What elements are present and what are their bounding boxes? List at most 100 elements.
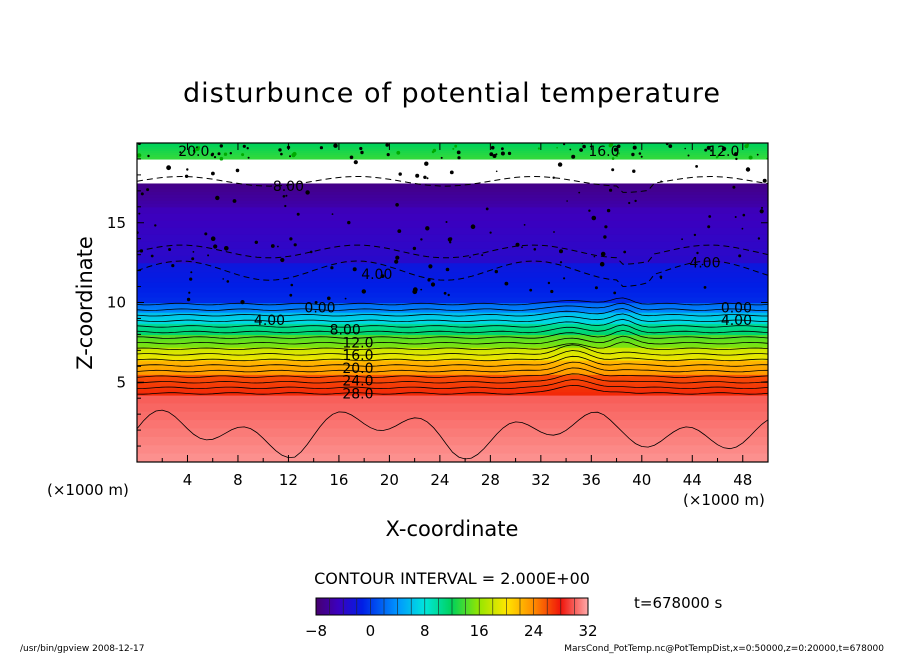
noise-speck: [333, 143, 338, 148]
noise-speck: [189, 277, 193, 281]
x-axis-ticks: 4 8 12 16 20 24 28 32 36 40 44 48: [161, 143, 752, 489]
noise-speck: [559, 249, 563, 254]
contour-band: [137, 203, 768, 208]
contour-band: [137, 213, 768, 222]
contour-band: [137, 436, 768, 446]
noise-speck: [457, 156, 461, 160]
contour-line-dashed: [137, 260, 768, 288]
contour-band: [137, 356, 768, 359]
noise-speck: [194, 150, 197, 152]
colorbar-tick-label: 32: [578, 622, 597, 640]
contour-band: [137, 287, 768, 294]
noise-speck: [634, 199, 637, 203]
noise-speck: [412, 246, 417, 251]
contour-band: [137, 395, 768, 404]
contour-band: [137, 156, 768, 160]
noise-speck: [529, 288, 533, 292]
noise-speck: [704, 148, 708, 152]
contour-line: [137, 350, 768, 362]
noise-speck: [211, 171, 215, 176]
contour-line-dashed: [137, 175, 768, 193]
noise-speck: [427, 278, 431, 282]
contour-band: [137, 185, 768, 190]
contour-line: [137, 344, 768, 356]
contour-band: [137, 403, 768, 413]
colorbar: −8 0 8 16 24 32: [305, 597, 598, 640]
contour-band: [137, 411, 768, 421]
noise-speck: [353, 160, 358, 165]
noise-speck: [456, 150, 461, 155]
noise-speck: [732, 185, 736, 189]
contour-band: [137, 339, 768, 342]
noise-speck: [609, 143, 614, 147]
noise-speck: [443, 291, 447, 295]
contour-band: [137, 389, 768, 394]
noise-speck: [396, 150, 401, 155]
contour-band: [137, 191, 768, 196]
x-tick-label: 40: [632, 471, 651, 489]
noise-speck: [494, 269, 498, 274]
noise-speck: [293, 243, 297, 247]
noise-speck: [454, 144, 458, 148]
contour-labels: 28.024.020.016.012.08.004.000.004.000.00…: [178, 144, 752, 402]
contour-band: [137, 330, 768, 333]
noise-speck: [361, 289, 366, 294]
noise-speck: [289, 293, 293, 297]
contour-band: [137, 164, 768, 169]
contour-line: [137, 335, 768, 345]
contour-band: [137, 194, 768, 199]
noise-speck: [188, 291, 191, 294]
noise-speck: [559, 261, 563, 264]
contour-band: [137, 353, 768, 356]
noise-speck: [440, 156, 443, 159]
contour-band: [137, 241, 768, 250]
noise-speck: [197, 146, 200, 149]
noise-speck: [613, 147, 618, 152]
contour-band: [137, 167, 768, 172]
chart-title: disturbunce of potential temperature: [183, 78, 721, 109]
noise-speck: [500, 151, 505, 156]
noise-speck: [270, 244, 275, 248]
noise-speck: [204, 232, 208, 236]
contour-band: [137, 453, 768, 462]
contour-label: 8.00: [330, 323, 361, 339]
noise-speck: [137, 153, 142, 158]
noise-speck: [331, 213, 334, 216]
contour-band: [137, 154, 768, 158]
noise-speck: [638, 152, 642, 155]
noise-speck: [470, 224, 476, 229]
contour-band: [137, 310, 768, 313]
noise-speck: [588, 209, 591, 212]
noise-speck: [547, 281, 551, 285]
contour-lines: [137, 143, 768, 460]
colorbar-tick-label: 16: [470, 622, 489, 640]
noise-speck: [344, 297, 347, 300]
footer-left: /usr/bin/gpview 2008-12-17: [20, 644, 144, 654]
contour-band: [137, 319, 768, 322]
noise-speck: [327, 296, 331, 301]
noise-speck: [687, 154, 690, 157]
noise-speck: [594, 286, 598, 290]
contour-band: [137, 206, 768, 215]
noise-speck: [380, 274, 385, 278]
x-tick-label: 44: [683, 471, 702, 489]
noise-speck: [186, 297, 191, 302]
x-tick-label: 28: [481, 471, 500, 489]
noise-speck: [745, 167, 751, 172]
noise-speck: [599, 261, 605, 267]
noise-speck: [489, 152, 494, 157]
noise-speck: [305, 190, 310, 195]
noise-speck: [684, 147, 686, 150]
noise-speck: [759, 209, 764, 214]
noise-speck: [469, 256, 471, 259]
contour-line: [137, 324, 768, 334]
contour-band: [137, 333, 768, 335]
noise-speck: [284, 204, 287, 208]
noise-speck: [412, 289, 418, 295]
contour-band: [137, 350, 768, 353]
noise-speck: [219, 144, 223, 148]
noise-speck: [186, 168, 189, 171]
noise-speck: [397, 229, 402, 234]
noise-speck: [668, 144, 673, 149]
